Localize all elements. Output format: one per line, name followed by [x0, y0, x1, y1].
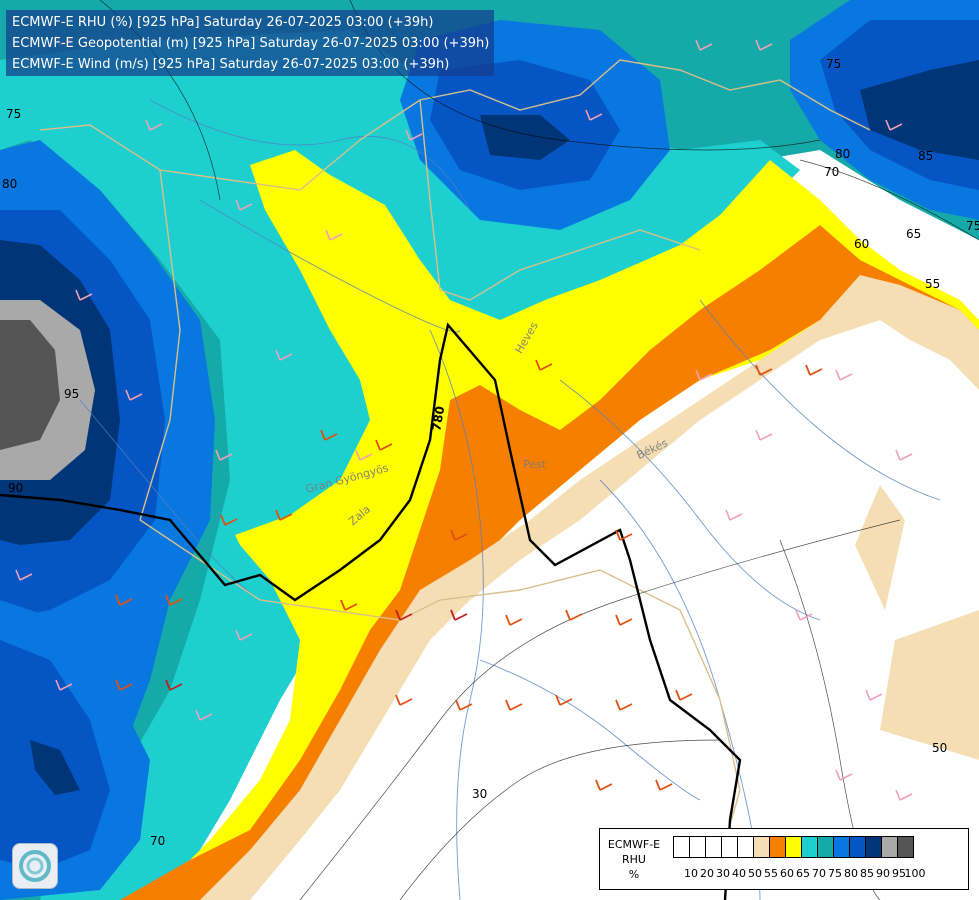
contour-label: 75	[826, 57, 841, 71]
legend-tick: 55	[764, 867, 778, 880]
legend-tick: 20	[700, 867, 714, 880]
header-geopotential: ECMWF-E Geopotential (m) [925 hPa] Satur…	[12, 36, 490, 51]
contour-label: 70	[150, 834, 165, 848]
legend-tick: 85	[860, 867, 874, 880]
legend-tick: 90	[876, 867, 890, 880]
legend-title-model: ECMWF-E	[607, 838, 661, 851]
legend-tick: 40	[732, 867, 746, 880]
legend-tick: 80	[844, 867, 858, 880]
legend-tick: 100	[904, 867, 926, 880]
legend-swatch	[673, 836, 690, 858]
legend-tick: 50	[748, 867, 762, 880]
header-wind: ECMWF-E Wind (m/s) [925 hPa] Saturday 26…	[12, 57, 450, 72]
legend-title-field: RHU	[622, 853, 646, 866]
wind-barbs-light	[15, 34, 913, 861]
contour-label: 65	[906, 227, 921, 241]
legend-swatch	[833, 836, 850, 858]
legend-tick: 30	[716, 867, 730, 880]
contour-label: 90	[8, 481, 23, 495]
contour-label: 55	[925, 277, 940, 291]
legend-swatch	[753, 836, 770, 858]
place-label: Pest	[523, 458, 547, 471]
legend-tick: 95	[892, 867, 906, 880]
contour-label: 80	[2, 177, 17, 191]
wind-barbs-max	[165, 609, 468, 691]
contour-label: 50	[932, 741, 947, 755]
contour-label: 70	[824, 165, 839, 179]
legend-swatch	[785, 836, 802, 858]
legend-swatch	[737, 836, 754, 858]
legend-swatch	[849, 836, 866, 858]
wind-barbs-strong	[115, 359, 823, 791]
contour-label: 80	[835, 147, 850, 161]
legend-swatch	[689, 836, 706, 858]
contour-label: 75	[6, 107, 21, 121]
contour-label: 85	[918, 149, 933, 163]
map-header: ECMWF-E RHU (%) [925 hPa] Saturday 26-07…	[6, 10, 494, 76]
legend-swatch	[817, 836, 834, 858]
legend-tick: 60	[780, 867, 794, 880]
logo-icon	[12, 843, 58, 889]
legend-swatch	[865, 836, 882, 858]
legend-title: ECMWF-E RHU %	[604, 837, 664, 882]
rhu-legend: ECMWF-E RHU % 10 20 30 40 50 55 60 65 70 75 80 85 90…	[599, 828, 969, 890]
geopotential-contour	[0, 322, 742, 900]
legend-swatch	[881, 836, 898, 858]
header-rhu: ECMWF-E RHU (%) [925 hPa] Saturday 26-07…	[12, 15, 434, 30]
geopotential-label: 780	[429, 405, 447, 432]
legend-title-unit: %	[628, 868, 640, 881]
legend-tick: 75	[828, 867, 842, 880]
legend-tick: 70	[812, 867, 826, 880]
legend-tick: 65	[796, 867, 810, 880]
legend-swatch	[705, 836, 722, 858]
legend-swatch	[801, 836, 818, 858]
legend-colorbar	[673, 836, 914, 860]
legend-swatch	[897, 836, 914, 858]
rhu-band-50	[200, 275, 979, 900]
contour-label: 30	[472, 787, 487, 801]
legend-tick: 10	[684, 867, 698, 880]
legend-swatch	[769, 836, 786, 858]
contour-label: 95	[64, 387, 79, 401]
legend-swatch	[721, 836, 738, 858]
contour-label: 75	[966, 219, 979, 233]
contour-label: 60	[854, 237, 869, 251]
